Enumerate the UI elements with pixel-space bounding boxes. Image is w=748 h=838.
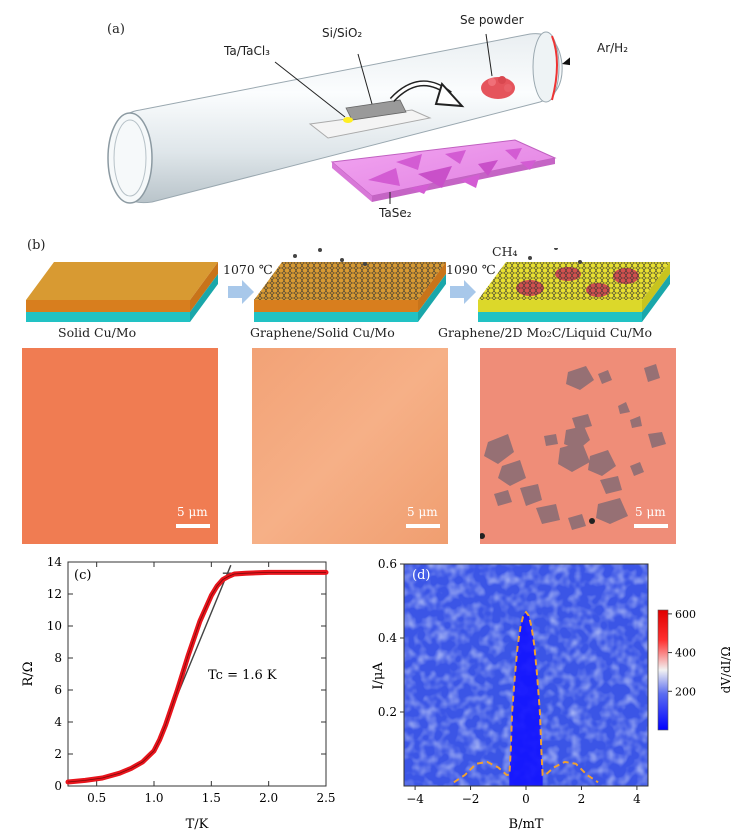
growth-stages-diagram bbox=[26, 248, 670, 322]
scale-bar bbox=[634, 524, 668, 528]
x-tick-label: −2 bbox=[462, 792, 480, 806]
scale-bar-label: 5 μm bbox=[177, 505, 208, 519]
micrograph-graphene-mo2c: 5 μm bbox=[480, 348, 676, 544]
y-tick-label: 0.2 bbox=[378, 705, 397, 719]
dvdi-heatmap-chart: (d) −4 −2 0 2 4 0.2 0.4 0.6 200 400 600 B/mT I/μA… bbox=[371, 557, 733, 832]
colorbar-label: dV/dI/Ω bbox=[719, 647, 733, 694]
panel-b-label: (b) bbox=[27, 238, 46, 253]
colorbar bbox=[657, 609, 669, 731]
resistance-temperature-chart: (c) 0.5 1.0 1.5 2.0 2.5 0 2 4 6 8 10 12 14 Tc = 1.6 … bbox=[21, 555, 336, 832]
cvd-tube-illustration bbox=[107, 31, 570, 204]
product-label: TaSe₂ bbox=[379, 206, 412, 220]
x-tick-label: 0 bbox=[522, 792, 530, 806]
gas-label: Ar/H₂ bbox=[597, 41, 629, 55]
scale-bar-label: 5 μm bbox=[407, 505, 438, 519]
micrograph-solid-cumo: 5 μm bbox=[22, 348, 218, 544]
panel-d-label: (d) bbox=[412, 568, 430, 583]
resistance-curve bbox=[65, 569, 329, 785]
x-axis-label: T/K bbox=[186, 817, 209, 832]
x-axis-label: B/mT bbox=[509, 817, 544, 832]
panel-a-label: (a) bbox=[107, 22, 125, 37]
y-tick-label: 0.4 bbox=[378, 631, 397, 645]
plot-frame bbox=[67, 561, 327, 787]
scale-bar bbox=[176, 524, 210, 528]
substrate-label: Si/SiO₂ bbox=[322, 26, 363, 40]
x-tick-label: 4 bbox=[633, 792, 641, 806]
panel-c-label: (c) bbox=[74, 568, 91, 583]
y-tick-label: 6 bbox=[54, 683, 62, 697]
y-tick-label: 14 bbox=[47, 555, 63, 569]
y-tick-label: 8 bbox=[54, 651, 62, 665]
scale-bar bbox=[406, 524, 440, 528]
x-tick-label: 1.0 bbox=[144, 791, 163, 805]
colorbar-tick-label: 200 bbox=[675, 685, 696, 698]
stage-label-1: Solid Cu/Mo bbox=[58, 325, 137, 340]
y-tick-label: 0.6 bbox=[378, 557, 397, 571]
superconducting-region bbox=[509, 612, 543, 786]
colorbar-tick-label: 600 bbox=[675, 608, 696, 621]
tc-annotation: Tc = 1.6 K bbox=[208, 668, 277, 683]
se-powder-label: Se powder bbox=[460, 13, 524, 27]
x-tick-label: −4 bbox=[406, 792, 424, 806]
ch4-label: CH₄ bbox=[492, 244, 518, 259]
stage-graphene-mo2c-liquid-cumo bbox=[478, 248, 670, 322]
x-tick-label: 2 bbox=[578, 792, 586, 806]
temp-1070: 1070 ℃ bbox=[223, 262, 273, 277]
y-tick-label: 12 bbox=[47, 587, 62, 601]
mo2c-flakes bbox=[480, 364, 666, 539]
temp-1090: 1090 ℃ bbox=[446, 262, 496, 277]
scale-bar-label: 5 μm bbox=[635, 505, 666, 519]
micrograph-graphene-solid-cumo: 5 μm bbox=[252, 348, 448, 544]
x-tick-label: 2.0 bbox=[259, 791, 278, 805]
precursor-label: Ta/TaCl₃ bbox=[224, 44, 270, 58]
stage-solid-cumo bbox=[26, 262, 218, 322]
y-tick-label: 2 bbox=[54, 747, 62, 761]
x-tick-label: 0.5 bbox=[87, 791, 106, 805]
stage-graphene-solid-cumo bbox=[254, 248, 446, 322]
y-axis-label: I/μA bbox=[371, 662, 386, 690]
y-tick-label: 4 bbox=[54, 715, 62, 729]
stage-label-3: Graphene/2D Mo₂C/Liquid Cu/Mo bbox=[438, 325, 653, 340]
y-axis-label: R/Ω bbox=[21, 662, 36, 687]
x-tick-label: 2.5 bbox=[316, 791, 335, 805]
y-tick-label: 0 bbox=[54, 779, 62, 793]
x-tick-label: 1.5 bbox=[202, 791, 221, 805]
colorbar-tick-label: 400 bbox=[675, 647, 696, 660]
y-tick-label: 10 bbox=[47, 619, 62, 633]
stage-label-2: Graphene/Solid Cu/Mo bbox=[250, 325, 395, 340]
critical-current-contour bbox=[453, 610, 599, 784]
resistance-curve-core bbox=[67, 572, 326, 783]
